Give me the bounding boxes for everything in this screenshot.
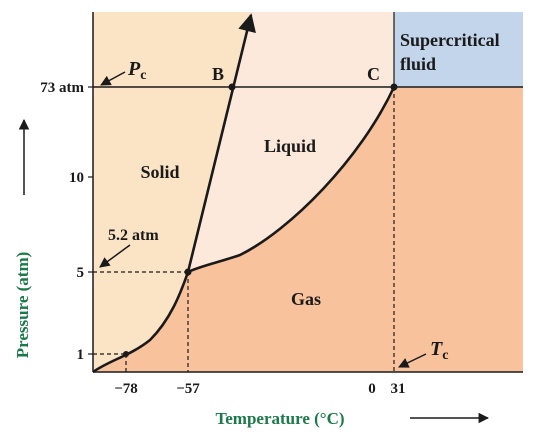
pc-label: Pc xyxy=(127,58,146,83)
melting-curve xyxy=(186,13,256,273)
y-tick-label: 1 xyxy=(77,347,85,363)
supercritical-label-line2: fluid xyxy=(400,54,436,74)
pc-arrow xyxy=(100,71,126,86)
tc-label: Tc xyxy=(430,338,448,363)
critical-point xyxy=(390,83,398,91)
tc-arrow xyxy=(398,353,427,368)
x-tick-label: −78 xyxy=(114,381,138,397)
tc-subscript: c xyxy=(442,348,448,363)
triple-point xyxy=(184,268,192,276)
x-tick-label: 0 xyxy=(368,381,376,397)
point-c-label: C xyxy=(367,64,380,84)
sublimation-curve xyxy=(92,271,190,374)
point-b xyxy=(228,83,236,91)
x-tick-label: 31 xyxy=(391,381,406,397)
triple-pressure-arrow xyxy=(99,244,131,268)
liquid-label: Liquid xyxy=(264,136,316,156)
triple-pressure-label: 5.2 atm xyxy=(108,227,159,244)
x-tick-label: −57 xyxy=(176,381,200,397)
point-b-label: B xyxy=(212,64,224,84)
y-axis-title: Pressure (atm) xyxy=(13,252,32,359)
x-axis-title: Temperature (°C) xyxy=(215,409,344,428)
gas-label: Gas xyxy=(291,289,321,309)
pc-letter: P xyxy=(127,58,141,80)
y-tick-label: 5 xyxy=(77,265,85,281)
y-tick-label: 73 atm xyxy=(40,80,84,96)
sublimation-point xyxy=(123,351,129,357)
vaporization-curve xyxy=(187,86,396,274)
pc-subscript: c xyxy=(140,68,146,83)
gas-region xyxy=(93,87,523,372)
liquid-region xyxy=(188,12,394,272)
supercritical-region xyxy=(394,12,523,87)
y-tick-label: 10 xyxy=(69,170,84,186)
supercritical-label-line1: Supercritical xyxy=(400,30,500,50)
solid-label: Solid xyxy=(140,162,179,182)
tc-letter: T xyxy=(430,338,443,360)
